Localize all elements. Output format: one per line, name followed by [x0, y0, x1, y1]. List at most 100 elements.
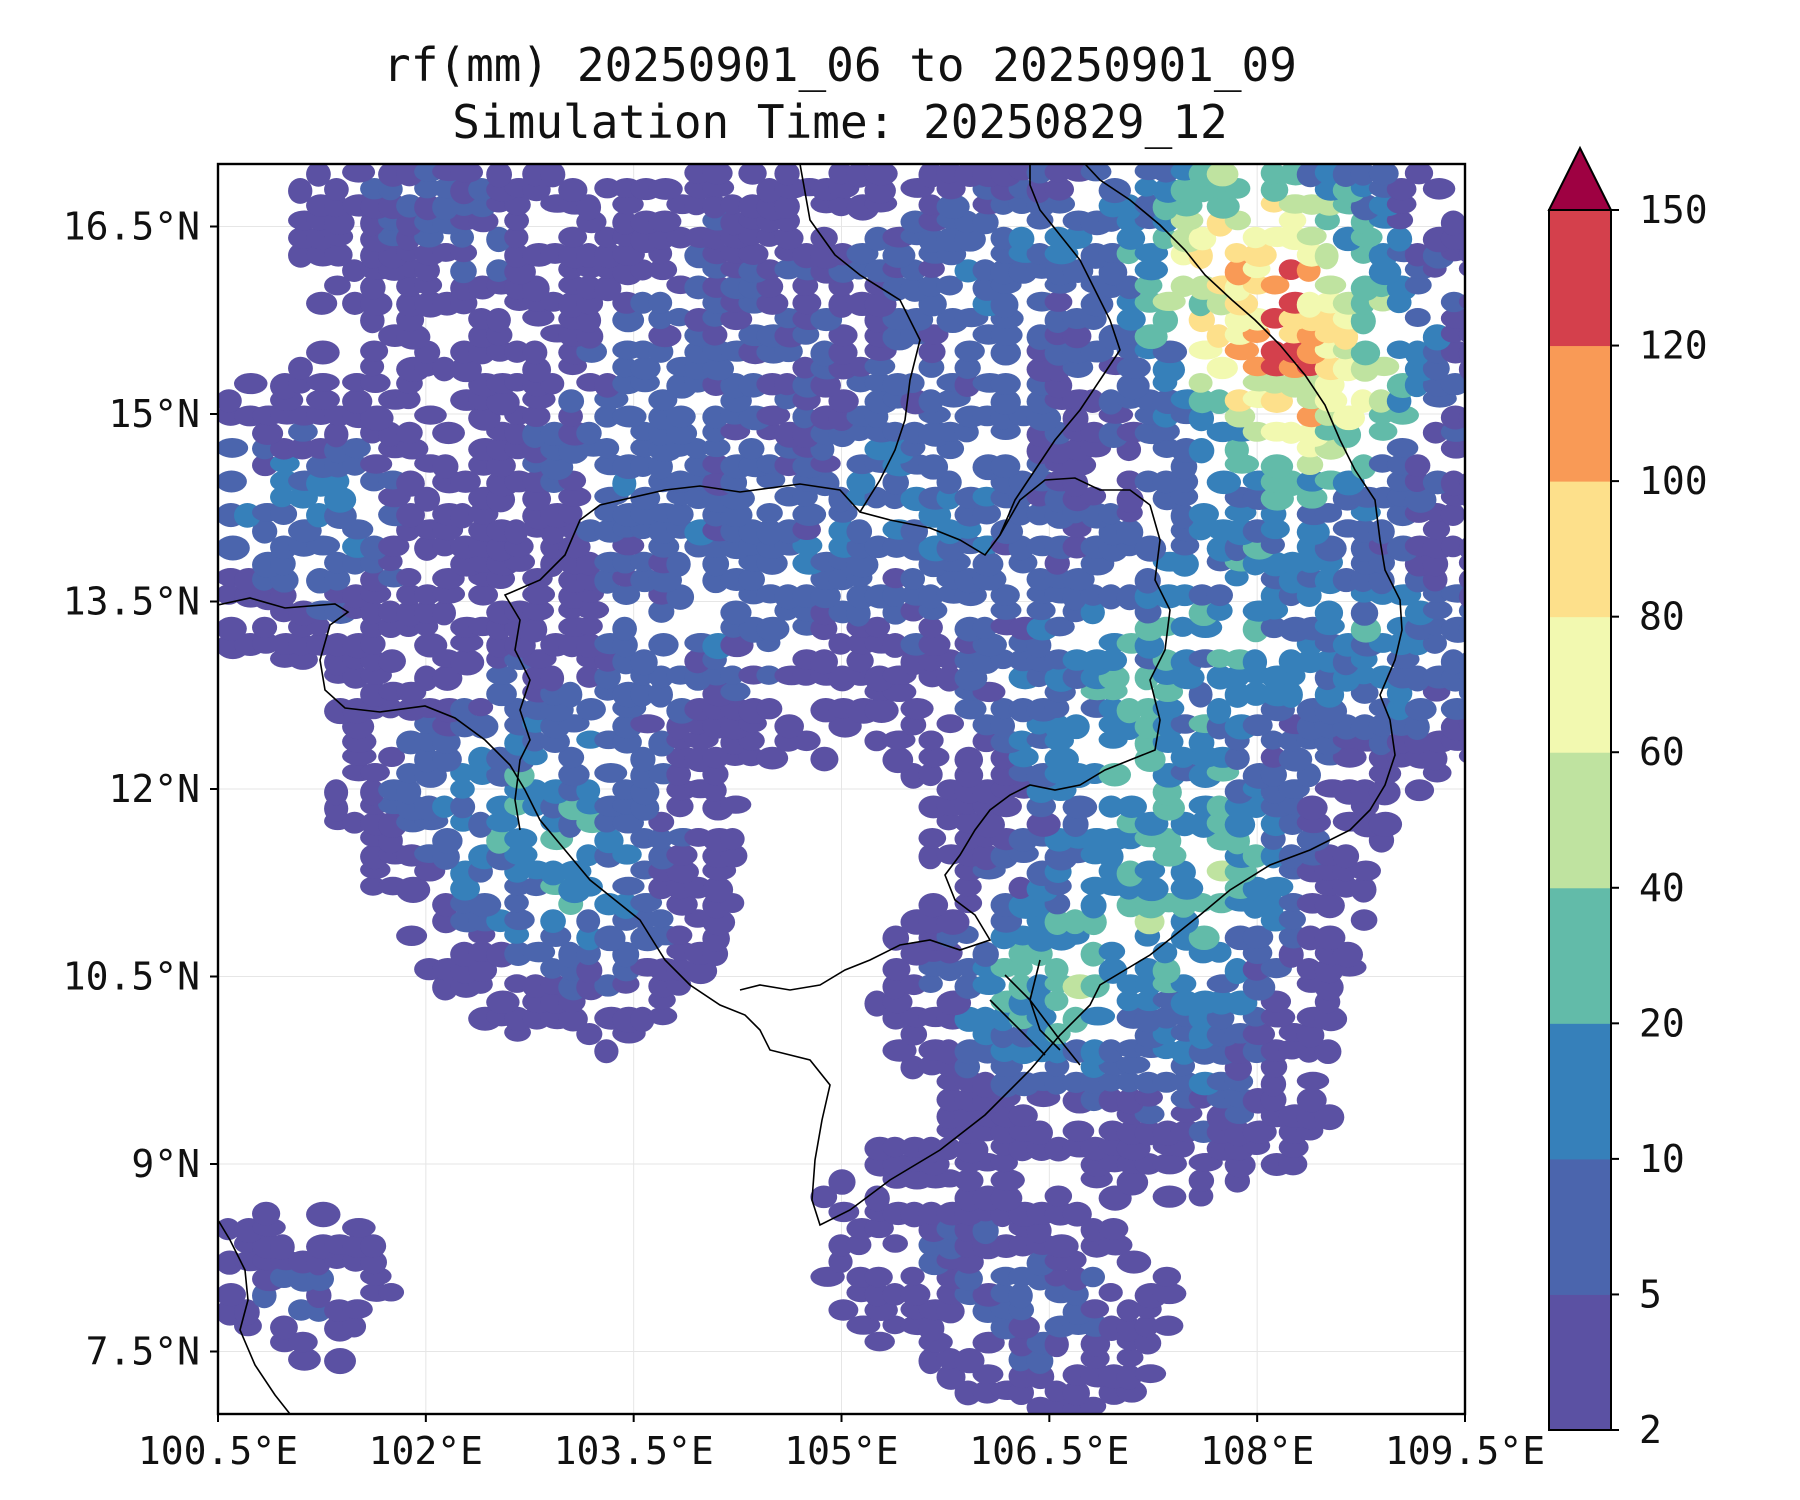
rain-cell — [900, 373, 925, 394]
rain-cell — [1440, 470, 1465, 497]
rain-cell — [252, 1201, 281, 1226]
rain-cell — [648, 909, 674, 929]
rain-cell — [666, 421, 698, 445]
rain-cell — [900, 714, 927, 736]
rain-cell — [486, 665, 518, 685]
rain-cell — [432, 454, 459, 479]
rain-cell — [324, 421, 349, 448]
rain-cell — [702, 324, 728, 346]
rain-cell — [774, 226, 804, 250]
rain-cell — [1260, 178, 1289, 202]
rain-cell — [342, 164, 376, 183]
rain-cell — [1368, 568, 1395, 595]
rain-cell — [1188, 925, 1220, 951]
rain-cell — [666, 795, 694, 818]
rain-cell — [378, 600, 403, 623]
rain-cell — [522, 308, 555, 327]
border-thailand-cambodia — [503, 477, 1151, 831]
rain-cell — [990, 1006, 1016, 1032]
rain-cell — [630, 681, 655, 707]
rain-cell — [918, 1315, 945, 1342]
rain-cell — [1116, 1055, 1151, 1074]
rain-cell — [1404, 779, 1435, 802]
colorbar-frame — [1548, 209, 1612, 1431]
rain-cell — [396, 438, 429, 460]
rain-cell — [774, 164, 800, 186]
rain-cell — [990, 1169, 1025, 1191]
rain-cell — [1278, 259, 1304, 280]
rain-cell — [612, 356, 638, 378]
rain-cell — [414, 746, 440, 773]
y-tick-label: 16.5°N — [63, 205, 200, 249]
x-tick-label: 102°E — [369, 1429, 483, 1473]
rain-cell — [1044, 178, 1075, 201]
rain-cell — [1350, 860, 1381, 882]
rain-cell — [1458, 618, 1465, 641]
rain-cell — [720, 600, 752, 625]
rain-cell — [846, 649, 874, 673]
rain-cell — [396, 503, 425, 528]
rain-cell — [432, 600, 456, 626]
colorbar-tick-label: 20 — [1639, 1001, 1685, 1045]
rain-cell — [792, 356, 818, 379]
colorbar-band — [1549, 210, 1611, 347]
rain-cell — [1296, 226, 1327, 246]
rain-cell — [1314, 1006, 1348, 1032]
rain-cell — [1098, 649, 1128, 672]
y-tick-label: 7.5°N — [86, 1330, 200, 1374]
rain-cell — [1350, 340, 1381, 366]
rain-cell — [342, 291, 368, 315]
rain-cell — [1278, 681, 1303, 708]
rain-cell — [1170, 1104, 1203, 1123]
rain-cell — [1134, 860, 1166, 881]
rain-cell — [648, 1006, 678, 1026]
rain-cell — [1368, 356, 1400, 377]
rain-cell — [1368, 164, 1399, 186]
rain-cell — [1440, 438, 1465, 459]
rain-cell — [918, 730, 944, 751]
rain-cell — [396, 779, 422, 805]
y-tick-label: 13.5°N — [63, 580, 200, 624]
rain-cell — [1422, 633, 1447, 654]
rain-cell — [1296, 795, 1328, 821]
rain-cell — [882, 681, 917, 703]
rain-cell — [396, 389, 421, 410]
rain-cell — [828, 633, 853, 655]
rain-cell — [1314, 1039, 1342, 1065]
rain-cell — [1314, 243, 1339, 270]
rain-cell — [918, 763, 943, 787]
x-tick-label: 103.5°E — [554, 1429, 714, 1473]
rain-cell — [756, 503, 783, 524]
rain-cell — [342, 1218, 376, 1238]
rain-cell — [1296, 1022, 1325, 1048]
rain-cell — [360, 340, 389, 362]
rain-cell — [1422, 600, 1453, 620]
colorbar-tick-label: 2 — [1639, 1408, 1662, 1452]
rain-cell — [558, 681, 583, 708]
chart-subtitle: Simulation Time: 20250829_12 — [452, 95, 1228, 149]
rain-cell — [810, 746, 839, 772]
rain-cell — [1242, 243, 1277, 267]
x-tick-label: 100.5°E — [138, 1429, 298, 1473]
rain-cell — [414, 535, 440, 561]
rain-cell — [1296, 454, 1324, 476]
rain-cell — [702, 876, 734, 903]
rain-cell — [900, 1266, 925, 1286]
rain-cell — [1242, 1023, 1276, 1046]
rain-cell — [702, 356, 735, 381]
rain-cell — [738, 568, 765, 591]
rain-cell — [1440, 698, 1465, 720]
rain-cell — [1062, 405, 1089, 432]
rain-cell — [1458, 407, 1465, 429]
rain-cell — [558, 763, 590, 787]
rain-cell — [1260, 584, 1286, 608]
rain-cell — [1098, 1071, 1124, 1092]
rain-cell — [1206, 164, 1239, 187]
rain-cell — [288, 1331, 318, 1353]
rain-cell — [882, 746, 914, 774]
rain-cell — [1458, 342, 1465, 365]
rain-cell — [1098, 259, 1128, 286]
rain-cell — [486, 828, 512, 854]
rain-cell — [396, 421, 423, 444]
rain-cell — [540, 860, 567, 886]
